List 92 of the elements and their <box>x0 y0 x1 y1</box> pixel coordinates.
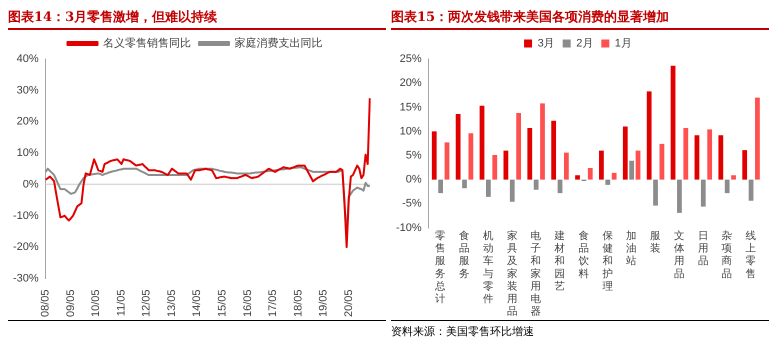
y-tick-label: -30% <box>12 272 39 285</box>
x-tick-label: 家具及家装用品 <box>506 228 518 318</box>
bar <box>516 113 522 180</box>
bar <box>462 180 467 188</box>
x-tick-label: 11/05 <box>115 289 128 316</box>
bar <box>636 150 640 180</box>
legend-label: 3月 <box>538 38 555 50</box>
bar <box>558 180 562 194</box>
bar <box>653 180 658 206</box>
bar <box>588 168 593 180</box>
x-tick-label: 19/05 <box>318 289 330 318</box>
y-tick-label: 25% <box>400 53 422 66</box>
bar <box>629 160 634 180</box>
chart-title: 图表14：3月零售激增，但难以持续 <box>8 8 386 30</box>
bar <box>456 114 461 180</box>
bar <box>551 120 556 180</box>
x-tick-label: 08/05 <box>40 289 52 318</box>
legend-label: 1月 <box>614 38 632 50</box>
x-tick-label: 15/05 <box>216 289 229 318</box>
bar <box>724 180 730 194</box>
y-tick-label: -10% <box>12 210 39 222</box>
y-tick-label: 10% <box>16 147 39 160</box>
x-tick-label: 16/05 <box>242 289 254 318</box>
bar <box>718 135 724 180</box>
x-tick-label: 14/05 <box>191 289 204 318</box>
x-tick-label: 13/05 <box>166 289 178 318</box>
bar <box>534 180 539 190</box>
bar <box>540 103 545 180</box>
x-tick-label: 零售服务总计 <box>434 230 446 305</box>
bar <box>660 144 664 180</box>
bar <box>670 66 676 180</box>
x-tick-label: 食品服务 <box>459 230 470 280</box>
x-tick-label: 17/05 <box>267 289 280 318</box>
bar <box>504 150 508 180</box>
x-tick-label: 18/05 <box>292 289 304 318</box>
x-tick-label: 加油站 <box>626 228 638 268</box>
x-tick-label: 20/05 <box>342 289 355 318</box>
bar <box>612 172 617 180</box>
y-tick-label: 20% <box>16 116 39 128</box>
x-tick-label: 食品饮料 <box>577 230 590 280</box>
y-tick-label: 30% <box>16 84 39 96</box>
bar <box>755 98 760 180</box>
x-tick-label: 10/05 <box>90 289 102 318</box>
bar <box>646 91 652 180</box>
bar <box>748 180 754 201</box>
bar <box>510 180 515 202</box>
chart-title: 图表15：两次发钱带来美国各项消费的显著增加 <box>391 8 769 30</box>
y-tick-label: -5% <box>402 198 422 210</box>
legend-label: 名义零售销售同比 <box>103 36 191 50</box>
x-tick-label: 12/05 <box>140 289 153 318</box>
bar <box>432 131 437 180</box>
bar <box>707 129 712 180</box>
x-tick-label: 线上零售 <box>746 228 757 280</box>
x-tick-label: 服装 <box>650 230 662 255</box>
y-tick-label: -20% <box>12 241 39 254</box>
x-tick-label: 文体用品 <box>674 228 685 280</box>
x-tick-label: 保健和护理 <box>601 230 614 292</box>
bar <box>742 150 748 180</box>
y-tick-label: 15% <box>400 101 422 114</box>
bar <box>694 135 700 180</box>
y-tick-label: 10% <box>400 125 422 138</box>
y-tick-label: 0% <box>406 174 422 186</box>
bar <box>575 175 580 180</box>
x-tick-label: 杂项商品 <box>722 228 733 280</box>
x-tick-label: 09/05 <box>64 289 77 318</box>
legend-label: 家庭消费支出同比 <box>234 36 322 50</box>
x-tick-label: 建材和园艺 <box>554 228 566 292</box>
y-tick-label: 0% <box>22 178 39 190</box>
bar <box>700 180 706 207</box>
bar <box>444 142 450 180</box>
bar <box>622 126 628 180</box>
x-tick-label: 机动车与零件 <box>482 230 494 305</box>
bar <box>599 150 604 180</box>
y-tick-label: -10% <box>396 222 422 234</box>
legend-label: 2月 <box>576 38 594 50</box>
x-tick-label: 日用品 <box>698 230 709 268</box>
bar <box>492 154 498 180</box>
bar <box>683 128 688 180</box>
bar <box>605 180 610 185</box>
bar <box>486 180 491 197</box>
bar <box>438 180 444 194</box>
bar <box>480 106 484 180</box>
bar <box>527 128 532 180</box>
bar <box>468 133 474 180</box>
text: 资料来源：美国零售环比增速 <box>391 325 534 338</box>
bar <box>677 180 682 213</box>
bar <box>564 152 569 180</box>
y-tick-label: 40% <box>16 53 39 66</box>
y-tick-label: 5% <box>406 149 422 162</box>
bar <box>731 175 736 180</box>
x-tick-label: 电子和家用电器 <box>530 228 542 318</box>
y-tick-label: 20% <box>400 77 422 90</box>
